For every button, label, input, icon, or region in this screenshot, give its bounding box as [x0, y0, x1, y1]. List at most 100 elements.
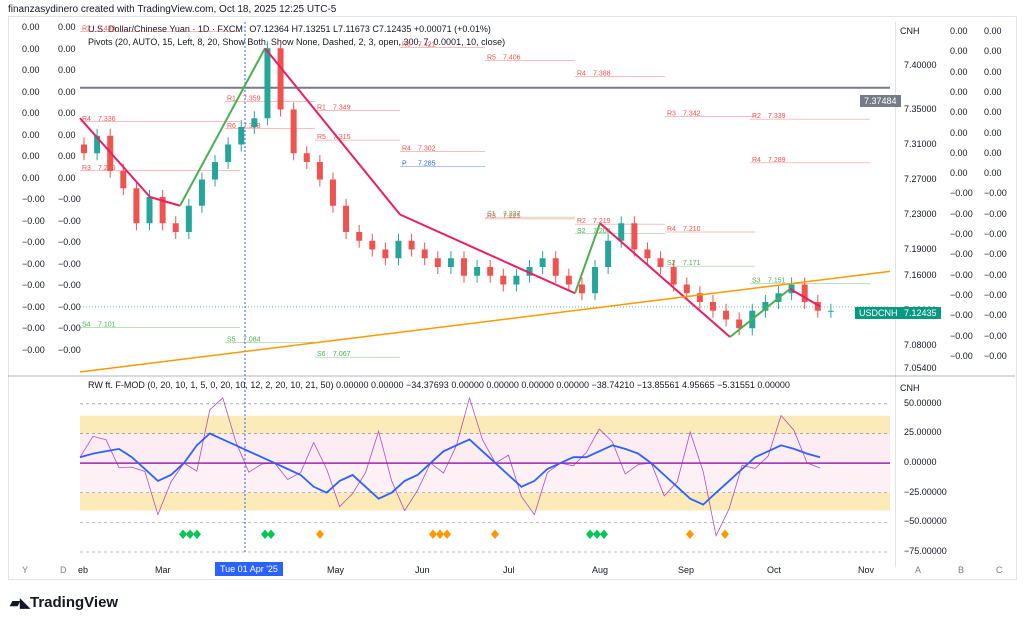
zigzag-segment — [179, 47, 266, 207]
pivot-tag: R4 — [667, 226, 676, 233]
signal-diamond — [721, 529, 729, 539]
range-day-button[interactable]: D — [60, 565, 67, 575]
candle-body — [618, 223, 625, 241]
pivot-tag: S6 — [317, 351, 326, 358]
price-axis-label: 7.31000 — [904, 138, 937, 149]
candle-body — [631, 223, 638, 250]
left-axis-label: 0.00 — [22, 22, 40, 32]
pivot-value: 7.336 — [98, 116, 116, 123]
pivot-value: 7.285 — [418, 160, 436, 167]
left-axis-label-2: 0.00 — [58, 65, 76, 75]
pivot-value: 7.342 — [683, 111, 701, 118]
price-axis-label: 7.19000 — [904, 243, 937, 254]
x-label-jun: Jun — [415, 565, 430, 575]
left-axis-label: 0.00 — [22, 65, 40, 75]
lower-mid-zone — [80, 463, 890, 493]
oscillator-fast-line — [79, 396, 821, 537]
candle-body — [592, 267, 599, 294]
settings-c-button[interactable]: C — [996, 565, 1003, 575]
zigzag-segment — [149, 196, 181, 207]
osc-currency-label: CNH — [900, 383, 920, 393]
signal-diamond — [186, 529, 194, 539]
left-axis-label-2: −0.00 — [58, 237, 81, 247]
pivot-value: 7.084 — [243, 336, 261, 343]
left-axis-label-2: 0.00 — [58, 108, 76, 118]
pivot-tag: S3 — [752, 278, 761, 285]
price-axis-label: 7.27000 — [904, 173, 937, 184]
pivot-tag: R5 — [487, 55, 496, 62]
candle-body — [316, 162, 323, 180]
pivot-value: 7.388 — [593, 70, 611, 77]
right-axis-label-2: 0.00 — [950, 168, 968, 179]
candle-body — [801, 284, 808, 302]
candle-body — [172, 223, 179, 232]
candle-body — [644, 249, 651, 259]
left-axis-label: 0.00 — [22, 86, 40, 97]
pivot-value: 7.227 — [503, 211, 521, 218]
hline-price-tag: 7.37484 — [860, 95, 901, 107]
left-axis-label: −0.00 — [22, 344, 45, 355]
right-axis-label-2: −0.00 — [950, 310, 973, 321]
pivot-tag: S2 — [667, 260, 676, 267]
x-label-mar: Mar — [155, 565, 171, 575]
oscillator-legend[interactable]: RW ft. F-MOD (0, 20, 10, 1, 5, 0, 20, 10… — [88, 380, 790, 390]
right-axis-label: 0.00 — [984, 147, 1002, 158]
pivot-value: 7.101 — [98, 321, 116, 328]
candle-body — [736, 319, 743, 329]
pivot-value: 7.225 — [503, 213, 521, 220]
right-axis-label: −0.00 — [984, 188, 1007, 199]
log-scale-button[interactable]: B — [958, 565, 965, 575]
candle-body — [369, 240, 376, 250]
lower-zone — [80, 492, 890, 511]
x-label-oct: Oct — [767, 565, 782, 575]
candle-body — [212, 162, 219, 180]
candle-body — [605, 240, 612, 267]
pivot-tag: S4 — [82, 321, 91, 328]
pivot-tag: R3 — [82, 165, 91, 172]
pivot-value: 7.359 — [243, 96, 261, 103]
price-axis-label: 7.16000 — [904, 269, 937, 280]
auto-scale-button[interactable]: A — [915, 565, 922, 575]
pivot-value: 7.302 — [418, 146, 436, 153]
candle-body — [395, 240, 402, 259]
right-axis-label-2: −0.00 — [950, 350, 973, 361]
osc-axis-label: 50.00000 — [904, 397, 942, 408]
candle-body — [120, 170, 127, 189]
pivot-value: 7.151 — [768, 278, 786, 285]
right-axis-label-2: −0.00 — [950, 289, 973, 300]
right-axis-label-2: −0.00 — [950, 269, 973, 280]
osc-axis-label: −75.00000 — [904, 546, 947, 556]
signal-diamond — [267, 529, 275, 539]
left-axis-label-2: −0.00 — [58, 280, 81, 290]
price-axis-label: 7.23000 — [904, 208, 937, 219]
candle-body — [709, 302, 716, 311]
pivot-tag: R3 — [667, 111, 676, 118]
signal-diamond — [586, 529, 594, 539]
right-axis-label-2: 0.00 — [950, 107, 968, 118]
candle-body — [382, 249, 389, 259]
left-axis-label-2: −0.00 — [58, 215, 81, 226]
last-value: 7.12435 — [904, 308, 937, 318]
x-label-sep: Sep — [678, 565, 695, 575]
candle-body — [500, 275, 507, 285]
right-axis-label-2: −0.00 — [950, 249, 973, 260]
left-axis-label-2: 0.00 — [58, 43, 76, 54]
range-year-button[interactable]: Y — [22, 565, 29, 575]
candle-body — [329, 179, 336, 206]
pivot-tag: S1 — [487, 211, 496, 218]
left-axis-label: −0.00 — [22, 215, 45, 226]
pivot-value: 7.339 — [768, 113, 786, 120]
symbol-title[interactable]: U.S. Dollar/Chinese Yuan · 1D · FXCM — [88, 24, 243, 34]
ohlc-values: O7.12364 H7.13251 L7.11673 C7.12435 +0.0… — [249, 24, 491, 34]
pivot-value: 7.067 — [333, 351, 351, 358]
candle-body — [696, 293, 703, 302]
x-label-feb: eb — [78, 565, 89, 575]
pivot-tag: P — [402, 160, 407, 167]
zigzag-segment — [79, 117, 151, 198]
pivots-legend[interactable]: Pivots (20, AUTO, 15, Left, 8, 20, Show … — [88, 37, 506, 47]
upper-zone — [80, 415, 890, 434]
left-axis-label-2: −0.00 — [58, 301, 81, 312]
x-label-may: May — [327, 565, 345, 575]
pivot-tag: R4 — [82, 116, 91, 123]
